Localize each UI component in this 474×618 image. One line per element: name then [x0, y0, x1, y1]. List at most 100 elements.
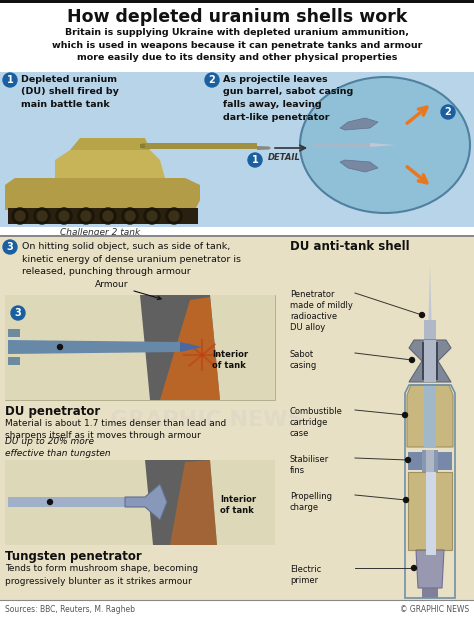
Polygon shape — [416, 550, 444, 588]
Text: Combustible
cartridge
case: Combustible cartridge case — [290, 407, 343, 438]
Text: 2: 2 — [445, 108, 451, 117]
Bar — [5, 460, 275, 545]
Text: Propelling
charge: Propelling charge — [290, 492, 332, 512]
Bar — [5, 295, 275, 400]
Polygon shape — [409, 340, 451, 382]
Bar — [140, 144, 145, 148]
Text: © GRAPHIC NEWS: © GRAPHIC NEWS — [400, 606, 469, 614]
Text: Interior
of tank: Interior of tank — [220, 495, 256, 515]
Text: 3: 3 — [15, 308, 21, 318]
Circle shape — [122, 208, 138, 224]
Polygon shape — [408, 452, 422, 470]
Bar — [5, 295, 275, 400]
Text: Challenger 2 tank: Challenger 2 tank — [60, 228, 140, 237]
Text: DU penetrator: DU penetrator — [5, 405, 100, 418]
Circle shape — [57, 344, 63, 350]
Polygon shape — [55, 150, 165, 178]
Polygon shape — [370, 143, 395, 147]
Circle shape — [56, 208, 72, 224]
Circle shape — [411, 565, 417, 570]
Circle shape — [100, 208, 116, 224]
Polygon shape — [145, 460, 217, 545]
Text: Armour: Armour — [95, 280, 161, 300]
Circle shape — [3, 73, 17, 87]
Circle shape — [166, 208, 182, 224]
Text: As projectile leaves
gun barrel, sabot casing
falls away, leaving
dart-like pene: As projectile leaves gun barrel, sabot c… — [223, 75, 353, 122]
Polygon shape — [340, 118, 378, 130]
Text: Penetrator
made of mildly
radioactive
DU alloy: Penetrator made of mildly radioactive DU… — [290, 290, 353, 332]
Bar — [408, 472, 452, 550]
Bar — [0, 600, 474, 618]
Circle shape — [34, 208, 50, 224]
Bar — [422, 450, 438, 472]
Circle shape — [405, 457, 410, 462]
Bar — [424, 320, 436, 350]
Bar — [426, 450, 434, 472]
Circle shape — [81, 211, 91, 221]
Polygon shape — [312, 143, 385, 147]
Bar — [0, 235, 474, 237]
Text: DETAIL: DETAIL — [268, 153, 301, 162]
Bar — [408, 472, 452, 550]
Polygon shape — [180, 342, 202, 352]
Circle shape — [147, 211, 157, 221]
Ellipse shape — [300, 77, 470, 213]
Polygon shape — [125, 484, 167, 520]
Circle shape — [144, 208, 160, 224]
Text: How depleted uranium shells work: How depleted uranium shells work — [67, 8, 407, 26]
Polygon shape — [8, 357, 20, 365]
Circle shape — [47, 499, 53, 504]
Text: 1: 1 — [7, 75, 13, 85]
Text: DU anti-tank shell: DU anti-tank shell — [290, 240, 410, 253]
Polygon shape — [170, 460, 217, 545]
Polygon shape — [5, 178, 200, 210]
Bar — [0, 3, 474, 73]
Bar — [5, 295, 275, 400]
Text: Britain is supplying Ukraine with depleted uranium ammunition,
which is used in : Britain is supplying Ukraine with deplet… — [52, 28, 422, 62]
Circle shape — [103, 211, 113, 221]
Circle shape — [3, 240, 17, 254]
Circle shape — [419, 313, 425, 318]
Polygon shape — [257, 146, 271, 150]
Text: 3: 3 — [7, 242, 13, 252]
Circle shape — [402, 412, 408, 418]
Bar — [8, 497, 128, 507]
Bar — [424, 385, 436, 447]
Polygon shape — [438, 452, 452, 470]
Text: Depleted uranium
(DU) shell fired by
main battle tank: Depleted uranium (DU) shell fired by mai… — [21, 75, 119, 109]
Polygon shape — [340, 160, 378, 172]
Text: 1: 1 — [252, 155, 258, 165]
Text: 2: 2 — [209, 75, 215, 85]
Bar — [0, 72, 474, 227]
Circle shape — [37, 211, 47, 221]
Circle shape — [15, 211, 25, 221]
Polygon shape — [70, 138, 150, 150]
Circle shape — [248, 153, 262, 167]
Bar — [0, 0, 474, 3]
Circle shape — [205, 73, 219, 87]
Text: Sabot
casing: Sabot casing — [290, 350, 317, 370]
Text: Electric
primer: Electric primer — [290, 565, 321, 585]
Bar — [142, 143, 257, 149]
Text: Tends to form mushroom shape, becoming
progressively blunter as it strikes armou: Tends to form mushroom shape, becoming p… — [5, 564, 198, 585]
Text: Material is about 1.7 times denser than lead and
sharpens itself as it moves thr: Material is about 1.7 times denser than … — [5, 419, 226, 441]
Circle shape — [59, 211, 69, 221]
Polygon shape — [407, 385, 453, 447]
Polygon shape — [422, 342, 438, 380]
Text: Stabiliser
fins: Stabiliser fins — [290, 455, 329, 475]
Text: DU up to 20% more
effective than tungsten: DU up to 20% more effective than tungste… — [5, 437, 110, 459]
Bar — [426, 472, 436, 555]
Circle shape — [125, 211, 135, 221]
Circle shape — [12, 208, 28, 224]
Text: Tungsten penetrator: Tungsten penetrator — [5, 550, 142, 563]
Polygon shape — [5, 178, 200, 210]
Circle shape — [410, 357, 414, 363]
Polygon shape — [8, 329, 20, 337]
Polygon shape — [140, 295, 220, 400]
Text: GRAPHIC NEWS: GRAPHIC NEWS — [110, 410, 304, 430]
Polygon shape — [428, 265, 431, 320]
Text: Interior
of tank: Interior of tank — [212, 350, 248, 370]
Polygon shape — [8, 340, 190, 354]
Text: Sources: BBC, Reuters, M. Ragheb: Sources: BBC, Reuters, M. Ragheb — [5, 606, 135, 614]
Bar — [8, 208, 198, 224]
